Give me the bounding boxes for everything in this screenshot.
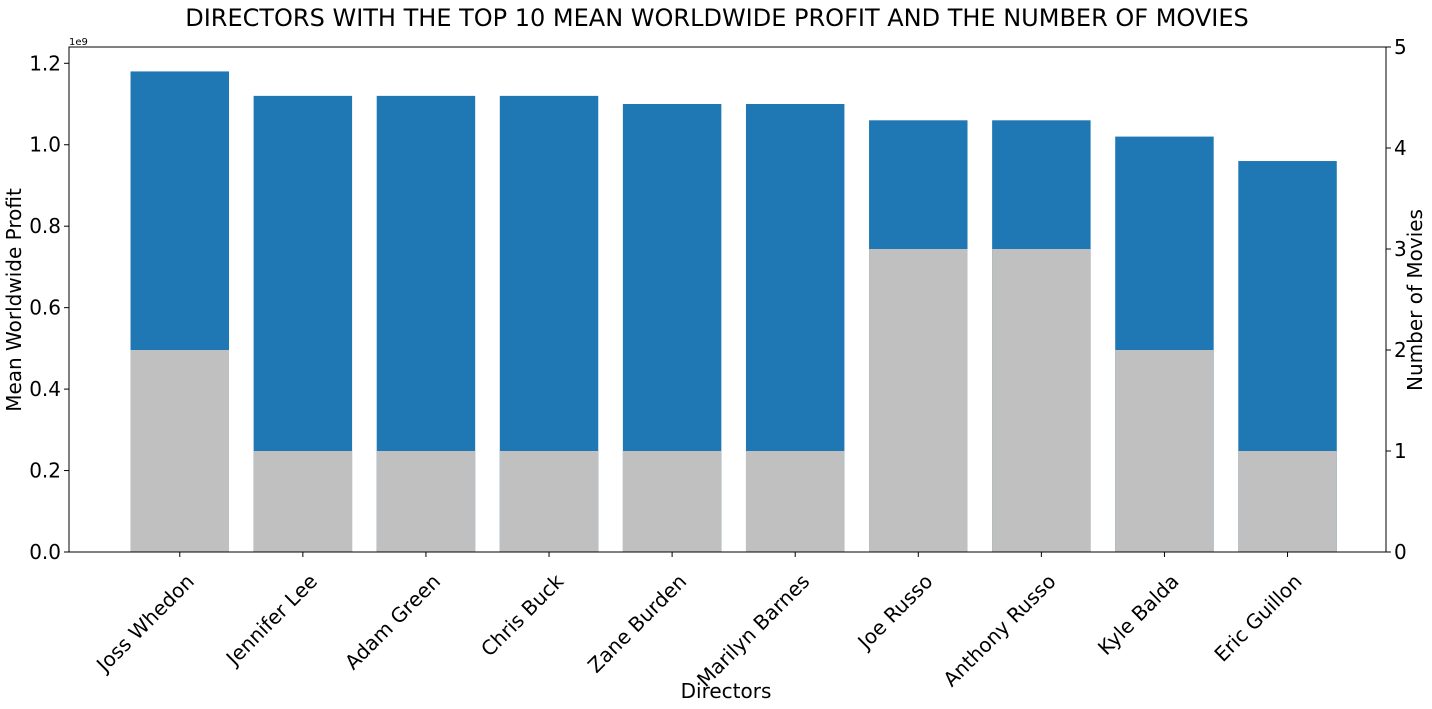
movie-count-bar xyxy=(869,249,968,552)
right-y-axis-ticks: 0 1 2 3 4 5 xyxy=(1386,35,1407,564)
x-tick-label: Zane Burden xyxy=(583,569,691,677)
chart-title: DIRECTORS WITH THE TOP 10 MEAN WORLDWIDE… xyxy=(185,4,1249,32)
movie-count-bar xyxy=(376,451,476,552)
plot-frame xyxy=(68,46,1387,553)
x-tick-label: Marilyn Barnes xyxy=(692,569,814,691)
y-tick-label: 0.0 xyxy=(29,540,61,564)
x-tick-label: Joe Russo xyxy=(851,569,937,655)
x-tick-label: Jennifer Lee xyxy=(220,569,322,671)
y-tick-label: 0.4 xyxy=(29,377,61,401)
y-axis-offset-label: 1e9 xyxy=(69,37,88,48)
right-y-tick-label: 1 xyxy=(1394,439,1407,463)
right-y-tick-label: 5 xyxy=(1394,35,1407,59)
movie-count-bar xyxy=(253,451,353,552)
right-y-tick-label: 2 xyxy=(1394,338,1407,362)
x-axis-ticks: Joss Whedon Jennifer Lee Adam Green Chris B… xyxy=(90,552,1307,691)
right-y-tick-label: 3 xyxy=(1394,237,1407,261)
movie-count-bar xyxy=(1238,451,1337,552)
movie-count-bar xyxy=(745,451,845,552)
x-tick-label: Chris Buck xyxy=(476,569,568,661)
x-tick-label: Joss Whedon xyxy=(90,569,199,678)
movie-count-bars xyxy=(130,249,1337,552)
y-tick-label: 0.6 xyxy=(29,296,61,320)
y-tick-label: 1.2 xyxy=(29,51,61,75)
movie-count-bar xyxy=(622,451,722,552)
movie-count-bar xyxy=(130,350,230,552)
x-tick-label: Adam Green xyxy=(340,569,445,674)
movie-count-bar xyxy=(499,451,599,552)
y-tick-label: 0.8 xyxy=(29,214,61,238)
right-y-tick-label: 4 xyxy=(1394,136,1407,160)
x-tick-label: Kyle Balda xyxy=(1093,569,1184,660)
y-tick-label: 1.0 xyxy=(29,133,61,157)
x-tick-label: Anthony Russo xyxy=(938,569,1060,691)
y-tick-label: 0.2 xyxy=(29,459,61,483)
right-y-axis-label: Number of Movies xyxy=(1403,209,1427,391)
y-axis-label: Mean Worldwide Profit xyxy=(2,188,26,412)
right-y-tick-label: 0 xyxy=(1394,540,1407,564)
left-y-axis-ticks: 0.0 0.2 0.4 0.6 0.8 1.0 1.2 xyxy=(29,51,69,564)
x-tick-label: Eric Guillon xyxy=(1209,569,1306,666)
movie-count-bar xyxy=(1115,350,1214,552)
x-axis-label: Directors xyxy=(681,679,772,703)
movie-count-bar xyxy=(992,249,1091,552)
